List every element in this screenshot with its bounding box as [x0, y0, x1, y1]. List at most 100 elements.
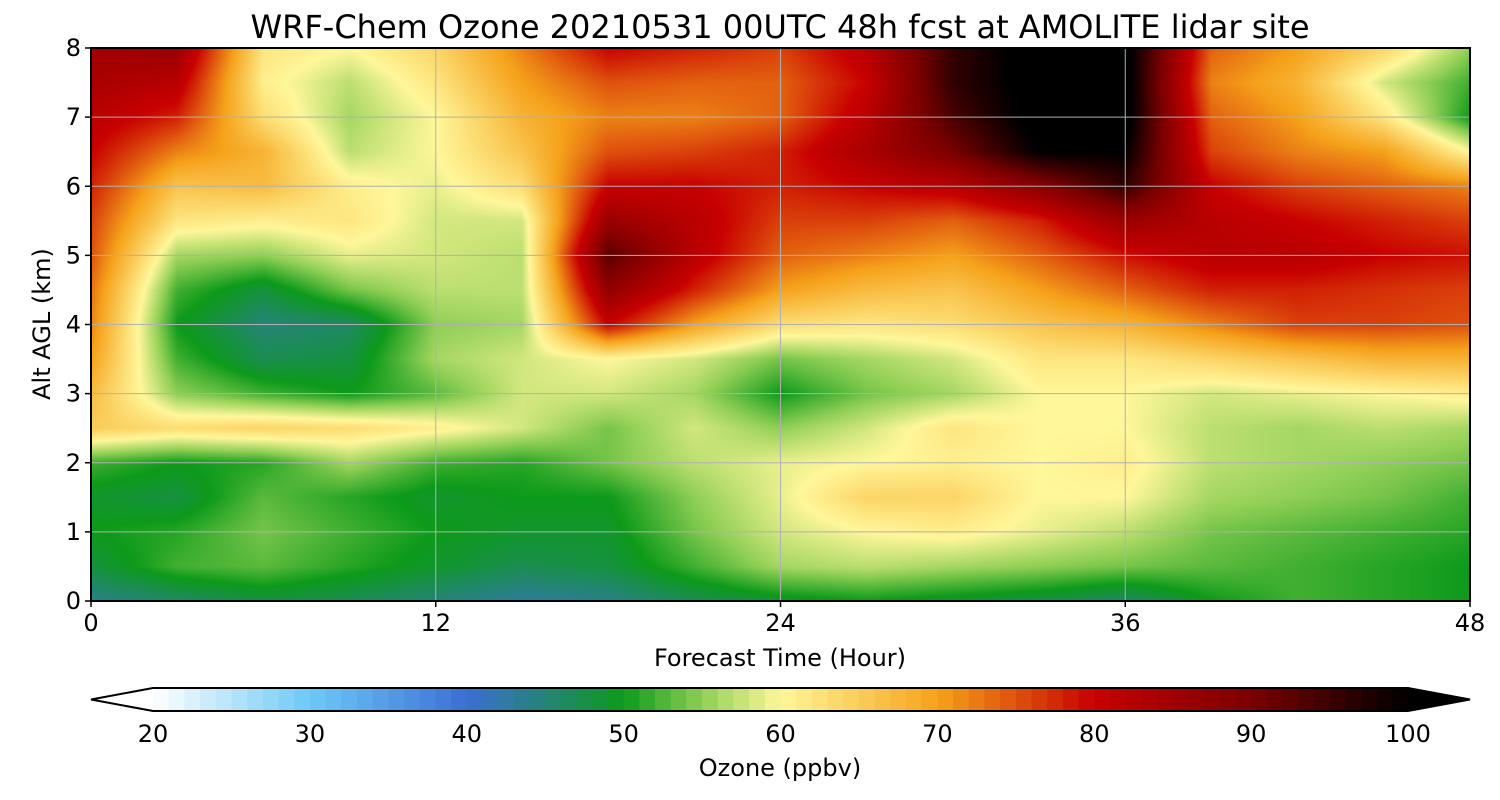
- colorbar-swatch: [1141, 688, 1158, 711]
- x-axis: 0 12 24 36 48: [83, 601, 1485, 637]
- y-tick-label: 1: [66, 518, 81, 546]
- y-tick-label: 5: [66, 241, 81, 269]
- colorbar-swatch: [482, 688, 499, 711]
- colorbar-swatch: [560, 688, 578, 711]
- colorbar-extend-min: [91, 688, 153, 711]
- colorbar-swatch: [1015, 688, 1032, 711]
- colorbar-swatch: [639, 688, 656, 711]
- colorbar-swatch: [153, 688, 170, 711]
- y-tick-label: 2: [66, 449, 81, 477]
- colorbar-swatch: [419, 688, 436, 711]
- colorbar-swatch: [1251, 688, 1268, 711]
- y-axis: 0 1 2 3 4 5 6 7 8: [66, 34, 91, 615]
- colorbar-swatch: [1345, 688, 1362, 711]
- colorbar-label: Ozone (ppbv): [699, 754, 861, 782]
- colorbar-swatch: [968, 688, 985, 711]
- colorbar-swatch: [1094, 688, 1111, 711]
- colorbar-swatch: [858, 688, 876, 711]
- colorbar-swatch: [796, 688, 813, 711]
- colorbar-tick-label: 80: [1079, 720, 1110, 748]
- colorbar-swatch: [1235, 688, 1252, 711]
- colorbar-swatch: [780, 688, 797, 711]
- colorbar-swatch: [466, 688, 483, 711]
- colorbar-swatch: [1157, 688, 1174, 711]
- colorbar-swatch: [168, 688, 185, 711]
- colorbar-swatch: [278, 688, 295, 711]
- y-tick-label: 3: [66, 380, 81, 408]
- colorbar-swatch: [1313, 688, 1331, 711]
- colorbar-swatch: [764, 688, 781, 711]
- colorbar-swatch: [247, 688, 264, 711]
- x-tick-label: 24: [765, 609, 796, 637]
- colorbar-swatch: [890, 688, 907, 711]
- y-tick-label: 8: [66, 34, 81, 62]
- colorbar-swatch: [984, 688, 1001, 711]
- colorbar-swatch: [576, 688, 593, 711]
- colorbar-tick-label: 50: [608, 720, 639, 748]
- colorbar-swatch: [498, 688, 515, 711]
- colorbar-tick-label: 70: [922, 720, 953, 748]
- colorbar-swatch: [1109, 688, 1127, 711]
- colorbar-swatch: [1031, 688, 1048, 711]
- colorbar-swatch: [1266, 688, 1283, 711]
- colorbar-swatch: [356, 688, 374, 711]
- colorbar-swatch: [686, 688, 703, 711]
- colorbar-swatch: [702, 688, 719, 711]
- colorbar-swatch: [388, 688, 405, 711]
- colorbar-swatch: [843, 688, 860, 711]
- colorbar-swatch: [341, 688, 358, 711]
- colorbar-swatch: [231, 688, 248, 711]
- colorbar-swatch: [921, 688, 938, 711]
- colorbar-swatch: [1078, 688, 1095, 711]
- colorbar: 20 30 40 50 60 70 80 90 100: [90, 687, 1471, 748]
- colorbar-swatch: [372, 688, 389, 711]
- colorbar-swatch: [670, 688, 687, 711]
- colorbar-tick-label: 20: [138, 720, 169, 748]
- colorbar-swatch: [874, 688, 891, 711]
- y-tick-label: 4: [66, 311, 81, 339]
- colorbar-swatch: [1125, 688, 1142, 711]
- colorbar-swatch: [262, 688, 279, 711]
- colorbar-tick-label: 60: [765, 720, 796, 748]
- colorbar-swatch: [294, 688, 311, 711]
- colorbar-swatch: [529, 688, 546, 711]
- colorbar-swatch: [1376, 688, 1393, 711]
- colorbar-swatch: [435, 688, 452, 711]
- colorbar-swatch: [1204, 688, 1221, 711]
- colorbar-tick-label: 40: [451, 720, 482, 748]
- colorbar-swatch: [1282, 688, 1299, 711]
- colorbar-swatch: [953, 688, 970, 711]
- colorbar-swatch: [1329, 688, 1346, 711]
- colorbar-tick-label: 30: [295, 720, 326, 748]
- colorbar-swatch: [215, 688, 232, 711]
- colorbar-swatch: [309, 688, 327, 711]
- colorbar-swatch: [184, 688, 201, 711]
- colorbar-swatch: [733, 688, 750, 711]
- colorbar-swatch: [655, 688, 672, 711]
- colorbar-swatch: [545, 688, 562, 711]
- colorbar-swatch: [1000, 688, 1017, 711]
- colorbar-swatch: [717, 688, 734, 711]
- colorbar-swatch: [1392, 688, 1409, 711]
- colorbar-swatch: [1298, 688, 1315, 711]
- colorbar-swatch: [404, 688, 421, 711]
- colorbar-swatch: [607, 688, 625, 711]
- colorbar-swatch: [623, 688, 640, 711]
- colorbar-swatch: [827, 688, 844, 711]
- colorbar-swatch: [451, 688, 468, 711]
- y-tick-label: 7: [66, 103, 81, 131]
- colorbar-swatch: [1219, 688, 1236, 711]
- x-tick-label: 0: [83, 609, 98, 637]
- colorbar-swatch: [906, 688, 923, 711]
- colorbar-extend-max: [1408, 688, 1470, 711]
- colorbar-swatch: [1172, 688, 1189, 711]
- colorbar-swatch: [1047, 688, 1064, 711]
- colorbar-swatch: [1188, 688, 1205, 711]
- colorbar-tick-label: 100: [1385, 720, 1431, 748]
- colorbar-swatch: [749, 688, 766, 711]
- colorbar-swatch: [1062, 688, 1080, 711]
- colorbar-swatch: [937, 688, 954, 711]
- colorbar-swatch: [592, 688, 609, 711]
- plot-area: [90, 47, 1471, 602]
